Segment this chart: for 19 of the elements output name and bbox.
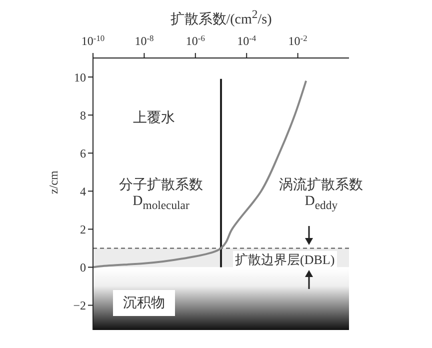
y-tick-label: 2: [80, 222, 86, 236]
y-tick-label: 6: [80, 146, 86, 160]
band-label: 扩散边界层(DBL): [233, 251, 337, 270]
series-label: 分子扩散系数 D$_{molecular}$: [118, 176, 204, 212]
annotation: 上覆水: [133, 110, 175, 128]
x-tick-label: 10$^{-4}$: [237, 34, 257, 48]
x-tick-label: 10$^{-2}$: [288, 34, 308, 48]
x-axis-title: 扩散系数/(cm$^{2}$/s): [169, 8, 273, 29]
y-tick-label: 0: [80, 260, 86, 274]
y-tick-label: 10: [74, 70, 86, 84]
y-axis-title: z/cm: [46, 170, 60, 194]
x-tick-label: 10$^{-10}$: [81, 34, 105, 48]
series-label: 涡流扩散系数 D$_{eddy}$: [278, 176, 364, 212]
y-tick-label: 8: [80, 108, 86, 122]
x-tick-label: 10$^{-8}$: [134, 34, 154, 48]
x-tick-label: 10$^{-6}$: [186, 34, 205, 48]
y-tick-label: −2: [73, 298, 86, 313]
y-tick-label: 4: [80, 184, 86, 198]
band-label: 沉积物: [113, 290, 175, 316]
